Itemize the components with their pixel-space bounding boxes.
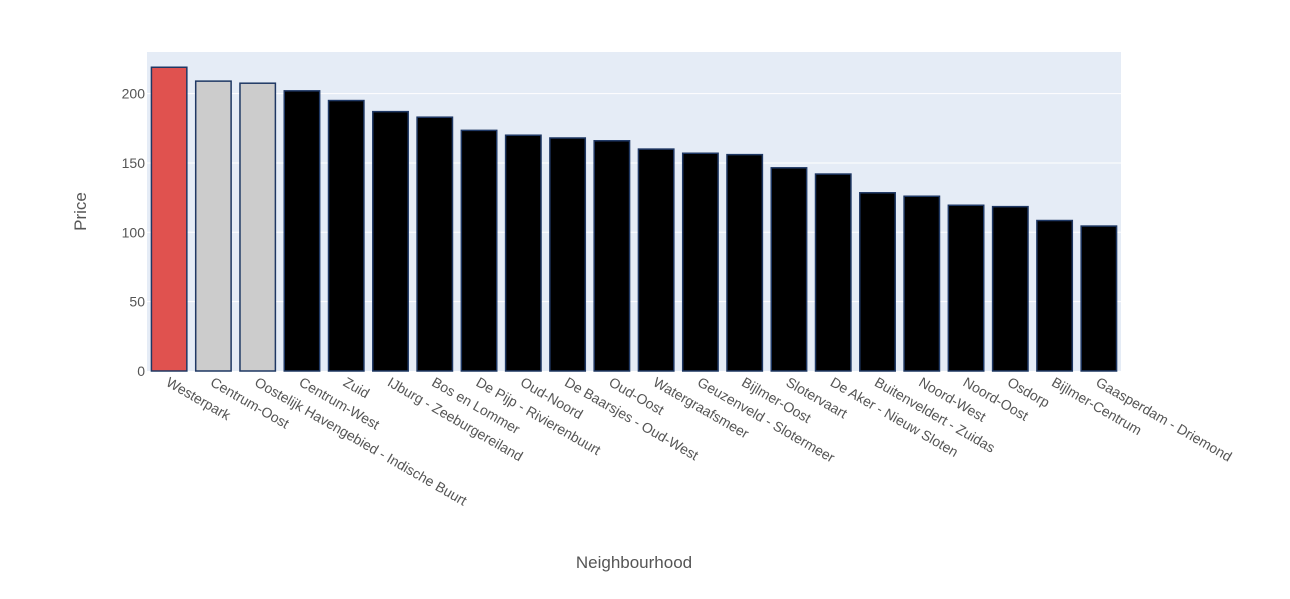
bars bbox=[150, 66, 1118, 372]
bar[interactable] bbox=[1036, 219, 1074, 372]
bar[interactable] bbox=[947, 204, 985, 372]
y-axis-ticks: 0 50 100 150 200 bbox=[122, 86, 146, 379]
bar[interactable] bbox=[460, 129, 498, 372]
bar[interactable] bbox=[726, 153, 764, 372]
bar[interactable] bbox=[814, 173, 852, 372]
y-tick-label: 0 bbox=[137, 363, 145, 379]
y-tick-label: 100 bbox=[122, 224, 146, 240]
bar[interactable] bbox=[239, 82, 277, 372]
bar[interactable] bbox=[549, 137, 587, 372]
bar[interactable] bbox=[859, 192, 896, 372]
y-axis-title: Price bbox=[71, 192, 90, 231]
bar[interactable] bbox=[504, 134, 542, 372]
bar[interactable] bbox=[681, 152, 719, 372]
bar[interactable] bbox=[372, 110, 409, 372]
bar[interactable] bbox=[283, 90, 321, 372]
y-tick-label: 200 bbox=[122, 86, 146, 102]
bar[interactable] bbox=[637, 148, 675, 372]
bar[interactable] bbox=[150, 66, 188, 372]
bar[interactable] bbox=[416, 116, 454, 372]
bar[interactable] bbox=[194, 80, 232, 372]
bar[interactable] bbox=[903, 195, 941, 372]
bar[interactable] bbox=[593, 140, 631, 372]
bar[interactable] bbox=[991, 205, 1029, 372]
x-axis-title: Neighbourhood bbox=[576, 553, 692, 572]
bar[interactable] bbox=[770, 167, 808, 372]
y-tick-label: 150 bbox=[122, 155, 146, 171]
y-tick-label: 50 bbox=[129, 294, 145, 310]
bar[interactable] bbox=[327, 99, 365, 372]
bar[interactable] bbox=[1080, 225, 1118, 372]
